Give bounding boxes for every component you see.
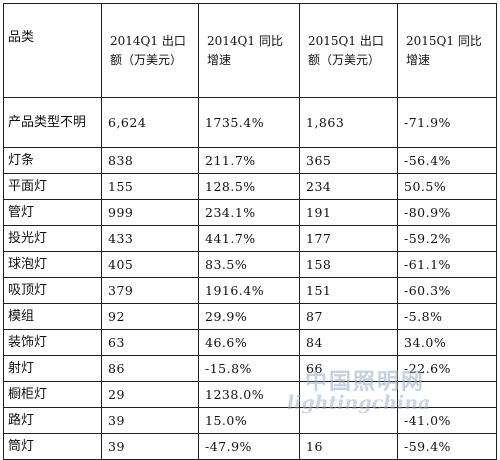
export-2014-cell: 39 bbox=[101, 407, 199, 434]
export-2014-cell: 379 bbox=[101, 277, 199, 304]
header-2014-export: 2014Q1 出口 额（万美元） bbox=[101, 3, 199, 98]
table-row: 平面灯 155 128.5% 234 50.5% bbox=[3, 173, 497, 200]
growth-2015-cell: -71.9% bbox=[397, 97, 497, 148]
growth-2015-cell: -80.9% bbox=[397, 199, 497, 226]
header-2015-growth-line2: 增速 bbox=[406, 52, 431, 67]
header-2014-export-line2: 额（万美元） bbox=[110, 52, 183, 67]
export-2015-cell: 87 bbox=[299, 303, 398, 330]
growth-2014-cell: 1916.4% bbox=[198, 277, 300, 304]
export-2014-cell: 6,624 bbox=[101, 97, 199, 148]
growth-2014-cell: -15.8% bbox=[198, 355, 300, 382]
export-2015-cell bbox=[299, 407, 398, 434]
export-2015-cell: 365 bbox=[299, 147, 398, 174]
growth-2015-cell: -61.1% bbox=[397, 251, 497, 278]
header-2015-growth-line1: 2015Q1 同比 bbox=[406, 33, 482, 48]
table-row: 射灯 86 -15.8% 66 -22.6% bbox=[3, 355, 497, 382]
led-export-table: 品类 2014Q1 出口 额（万美元） 2014Q1 同比 增速 2015Q1 … bbox=[3, 3, 497, 460]
export-2014-cell: 155 bbox=[101, 173, 199, 200]
export-2015-cell bbox=[299, 381, 398, 408]
table-header-row: 品类 2014Q1 出口 额（万美元） 2014Q1 同比 增速 2015Q1 … bbox=[3, 3, 497, 98]
category-cell: 吸顶灯 bbox=[3, 277, 102, 304]
export-2014-cell: 29 bbox=[101, 381, 199, 408]
growth-2014-cell: 83.5% bbox=[198, 251, 300, 278]
export-2015-cell: 177 bbox=[299, 225, 398, 252]
category-cell: 橱柜灯 bbox=[3, 381, 102, 408]
table-row: 吸顶灯 379 1916.4% 151 -60.3% bbox=[3, 277, 497, 304]
growth-2015-cell: 50.5% bbox=[397, 173, 497, 200]
category-cell: 模组 bbox=[3, 303, 102, 330]
header-2015-export-line2: 额（万美元） bbox=[308, 52, 381, 67]
export-2014-cell: 838 bbox=[101, 147, 199, 174]
export-2014-cell: 39 bbox=[101, 433, 199, 460]
export-2015-cell: 191 bbox=[299, 199, 398, 226]
category-cell: 管灯 bbox=[3, 199, 102, 226]
growth-2015-cell: 34.0% bbox=[397, 329, 497, 356]
category-cell: 射灯 bbox=[3, 355, 102, 382]
export-2015-cell: 158 bbox=[299, 251, 398, 278]
header-2014-export-line1: 2014Q1 出口 bbox=[110, 33, 186, 48]
growth-2015-cell bbox=[397, 381, 497, 408]
growth-2014-cell: 234.1% bbox=[198, 199, 300, 226]
category-cell: 路灯 bbox=[3, 407, 102, 434]
category-cell: 平面灯 bbox=[3, 173, 102, 200]
header-2015-export-line1: 2015Q1 出口 bbox=[308, 33, 384, 48]
category-cell: 筒灯 bbox=[3, 433, 102, 460]
export-2014-cell: 63 bbox=[101, 329, 199, 356]
table-row: 灯条 838 211.7% 365 -56.4% bbox=[3, 147, 497, 174]
growth-2014-cell: 15.0% bbox=[198, 407, 300, 434]
export-2015-cell: 151 bbox=[299, 277, 398, 304]
growth-2014-cell: 1238.0% bbox=[198, 381, 300, 408]
table-row: 球泡灯 405 83.5% 158 -61.1% bbox=[3, 251, 497, 278]
export-2014-cell: 999 bbox=[101, 199, 199, 226]
export-table-container: 品类 2014Q1 出口 额（万美元） 2014Q1 同比 增速 2015Q1 … bbox=[3, 3, 497, 460]
growth-2014-cell: 1735.4% bbox=[198, 97, 300, 148]
category-cell: 产品类型不明 bbox=[3, 97, 102, 148]
growth-2015-cell: -41.0% bbox=[397, 407, 497, 434]
growth-2015-cell: -59.2% bbox=[397, 225, 497, 252]
header-2014-growth-line1: 2014Q1 同比 bbox=[207, 33, 283, 48]
growth-2014-cell: 441.7% bbox=[198, 225, 300, 252]
header-category: 品类 bbox=[3, 3, 102, 98]
category-cell: 装饰灯 bbox=[3, 329, 102, 356]
growth-2015-cell: -60.3% bbox=[397, 277, 497, 304]
header-2014-growth: 2014Q1 同比 增速 bbox=[198, 3, 300, 98]
growth-2015-cell: -56.4% bbox=[397, 147, 497, 174]
growth-2014-cell: 128.5% bbox=[198, 173, 300, 200]
growth-2015-cell: -5.8% bbox=[397, 303, 497, 330]
growth-2014-cell: 46.6% bbox=[198, 329, 300, 356]
table-row: 管灯 999 234.1% 191 -80.9% bbox=[3, 199, 497, 226]
export-2014-cell: 433 bbox=[101, 225, 199, 252]
growth-2014-cell: 211.7% bbox=[198, 147, 300, 174]
table-row: 路灯 39 15.0% -41.0% bbox=[3, 407, 497, 434]
growth-2015-cell: -59.4% bbox=[397, 433, 497, 460]
header-2015-export: 2015Q1 出口 额（万美元） bbox=[299, 3, 398, 98]
growth-2015-cell: -22.6% bbox=[397, 355, 497, 382]
export-2015-cell: 66 bbox=[299, 355, 398, 382]
export-2015-cell: 16 bbox=[299, 433, 398, 460]
growth-2014-cell: 29.9% bbox=[198, 303, 300, 330]
growth-2014-cell: -47.9% bbox=[198, 433, 300, 460]
export-2014-cell: 86 bbox=[101, 355, 199, 382]
category-cell: 灯条 bbox=[3, 147, 102, 174]
header-2014-growth-line2: 增速 bbox=[207, 52, 232, 67]
export-2015-cell: 234 bbox=[299, 173, 398, 200]
export-2014-cell: 92 bbox=[101, 303, 199, 330]
table-row: 装饰灯 63 46.6% 84 34.0% bbox=[3, 329, 497, 356]
category-cell: 球泡灯 bbox=[3, 251, 102, 278]
export-2015-cell: 84 bbox=[299, 329, 398, 356]
export-2014-cell: 405 bbox=[101, 251, 199, 278]
table-row: 橱柜灯 29 1238.0% bbox=[3, 381, 497, 408]
header-2015-growth: 2015Q1 同比 增速 bbox=[397, 3, 497, 98]
table-row: 产品类型不明 6,624 1735.4% 1,863 -71.9% bbox=[3, 97, 497, 148]
table-row: 模组 92 29.9% 87 -5.8% bbox=[3, 303, 497, 330]
category-cell: 投光灯 bbox=[3, 225, 102, 252]
table-row: 筒灯 39 -47.9% 16 -59.4% bbox=[3, 433, 497, 460]
table-row: 投光灯 433 441.7% 177 -59.2% bbox=[3, 225, 497, 252]
export-2015-cell: 1,863 bbox=[299, 97, 398, 148]
header-category-label: 品类 bbox=[8, 30, 35, 45]
